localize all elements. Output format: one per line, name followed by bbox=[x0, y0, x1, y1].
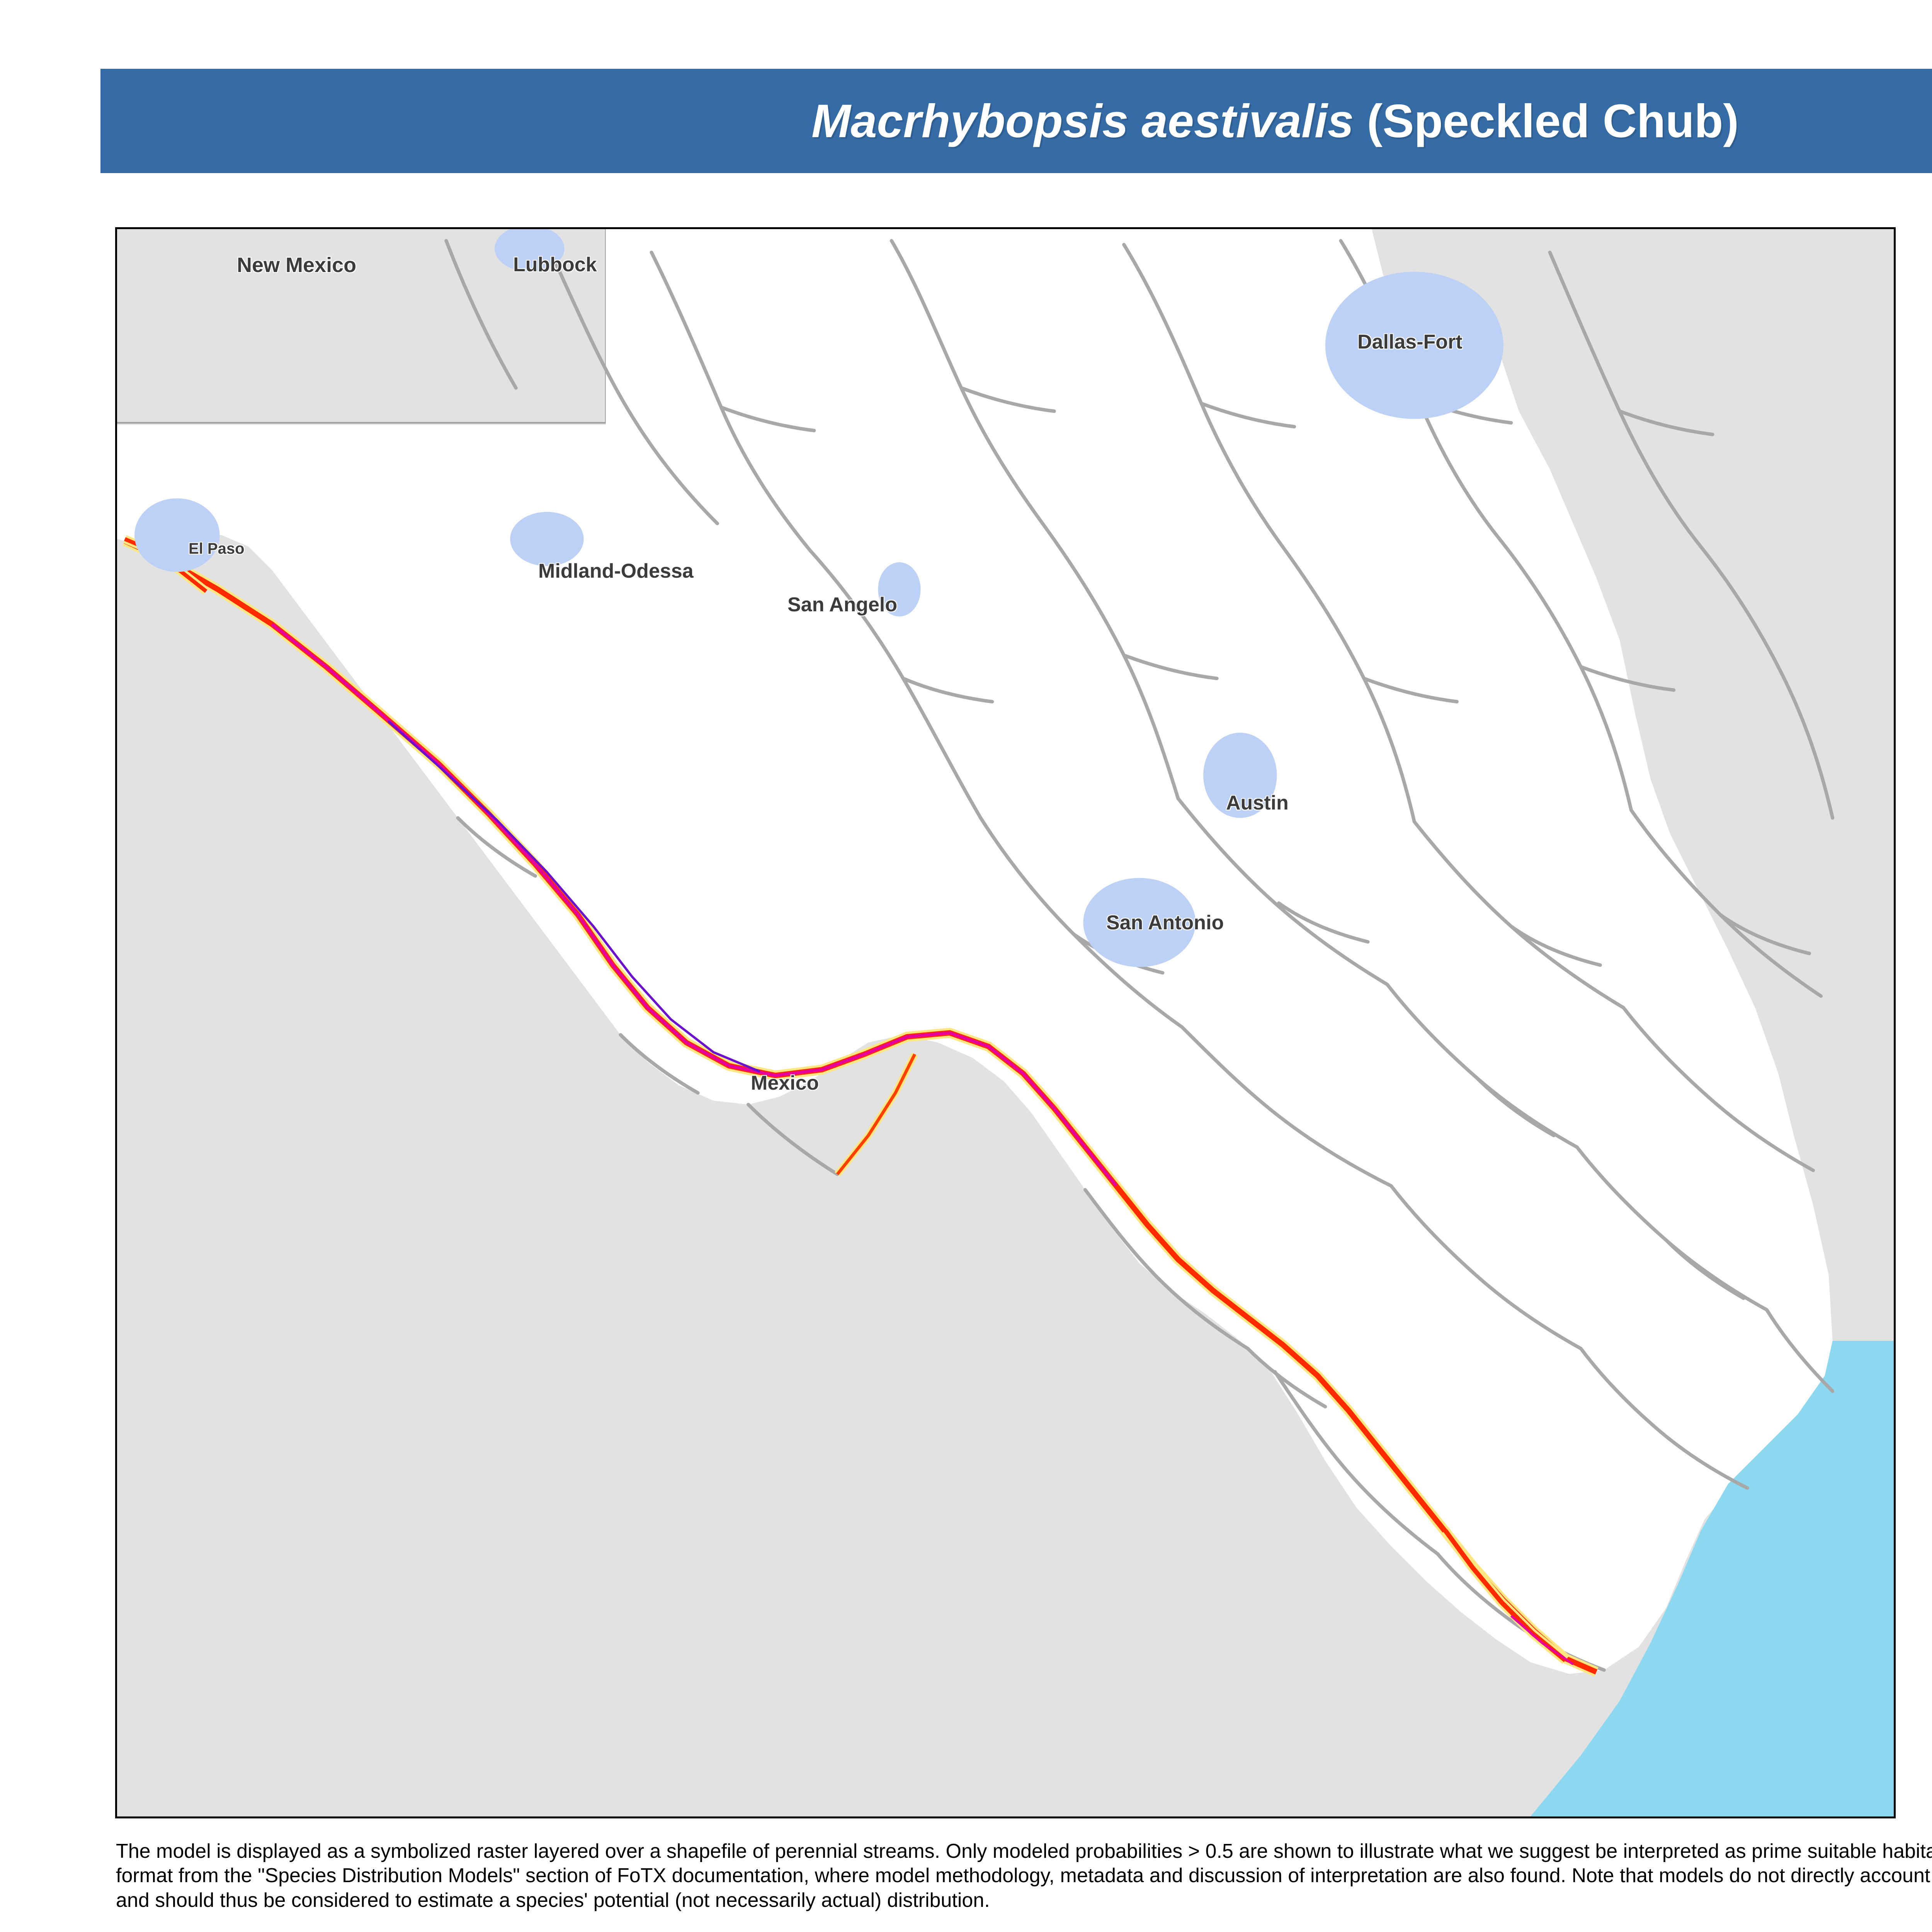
species-scientific-name: Macrhybopsis aestivalis bbox=[811, 95, 1354, 147]
map-label-midland-odessa: Midland-Odessa bbox=[538, 560, 694, 582]
map-label-mexico: Mexico bbox=[751, 1072, 819, 1094]
map-label-san-antonio: San Antonio bbox=[1106, 912, 1224, 934]
habitat-raster bbox=[122, 535, 1599, 1677]
map-label-austin: Austin bbox=[1226, 792, 1289, 814]
urban-areas bbox=[134, 229, 1503, 967]
map-label-san-angelo: San Angelo bbox=[787, 594, 898, 616]
page-title: Macrhybopsis aestivalis (Speckled Chub) bbox=[811, 94, 1739, 148]
perennial-streams bbox=[444, 239, 1835, 1672]
texas-landmass bbox=[117, 229, 1833, 1674]
footer-caption: The model is displayed as a symbolized r… bbox=[116, 1840, 1932, 1912]
map-graphics bbox=[117, 229, 1894, 1816]
map-canvas bbox=[117, 229, 1894, 1816]
title-banner: Macrhybopsis aestivalis (Speckled Chub) bbox=[100, 69, 1932, 173]
gulf-of-mexico bbox=[1530, 1341, 1894, 1816]
map-label-new-mexico: New Mexico bbox=[237, 253, 357, 277]
main-map[interactable]: New Mexico Lubbock Dallas-Fort El Paso M… bbox=[115, 227, 1896, 1818]
map-label-el-paso: El Paso bbox=[189, 540, 245, 557]
map-label-lubbock: Lubbock bbox=[513, 253, 597, 276]
map-label-dallas-fort: Dallas-Fort bbox=[1357, 331, 1463, 353]
legend-panel: Occurrence Probability High: 1 Low: 0.5 … bbox=[1928, 232, 1932, 1816]
species-common-name: (Speckled Chub) bbox=[1354, 95, 1739, 147]
